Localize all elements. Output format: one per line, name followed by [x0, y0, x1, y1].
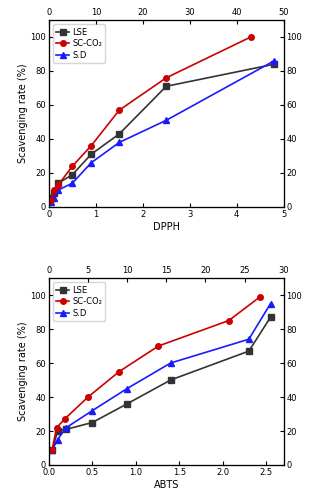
- SC-CO₂: [249, 34, 253, 40]
- Line: SC-CO₂: SC-CO₂: [49, 294, 263, 452]
- SC-CO₂: [56, 182, 60, 188]
- Legend: LSE, SC-CO₂, S.D: LSE, SC-CO₂, S.D: [53, 282, 105, 321]
- LSE: [64, 426, 68, 432]
- LSE: [269, 314, 273, 320]
- X-axis label: ABTS: ABTS: [154, 480, 179, 490]
- Line: SC-CO₂: SC-CO₂: [49, 34, 254, 203]
- S.D: [272, 58, 276, 64]
- LSE: [272, 61, 276, 67]
- LSE: [52, 190, 55, 196]
- SC-CO₂: [164, 75, 168, 81]
- SC-CO₂: [258, 294, 262, 300]
- S.D: [70, 180, 74, 186]
- SC-CO₂: [55, 424, 59, 430]
- LSE: [164, 84, 168, 89]
- S.D: [89, 160, 93, 166]
- LSE: [49, 196, 53, 202]
- S.D: [49, 199, 53, 205]
- S.D: [64, 424, 68, 430]
- Line: LSE: LSE: [50, 314, 274, 452]
- LSE: [56, 428, 60, 434]
- LSE: [117, 131, 121, 137]
- Line: LSE: LSE: [49, 62, 277, 202]
- LSE: [56, 180, 60, 186]
- LSE: [169, 377, 172, 383]
- LSE: [125, 401, 129, 407]
- SC-CO₂: [50, 446, 54, 452]
- SC-CO₂: [49, 197, 53, 203]
- Legend: LSE, SC-CO₂, S.D: LSE, SC-CO₂, S.D: [53, 24, 105, 63]
- Line: S.D: S.D: [50, 300, 274, 452]
- SC-CO₂: [89, 143, 93, 149]
- S.D: [164, 118, 168, 124]
- LSE: [90, 420, 94, 426]
- S.D: [51, 446, 54, 452]
- S.D: [269, 300, 273, 306]
- S.D: [56, 436, 60, 442]
- LSE: [247, 348, 251, 354]
- SC-CO₂: [63, 416, 67, 422]
- Line: S.D: S.D: [49, 58, 277, 204]
- S.D: [125, 386, 129, 392]
- Y-axis label: Scavenging rate (%): Scavenging rate (%): [18, 322, 28, 422]
- Y-axis label: Scavenging rate (%): Scavenging rate (%): [18, 64, 28, 164]
- S.D: [90, 408, 94, 414]
- S.D: [247, 336, 251, 342]
- SC-CO₂: [86, 394, 90, 400]
- X-axis label: DPPH: DPPH: [153, 222, 180, 232]
- S.D: [56, 187, 60, 193]
- LSE: [70, 172, 74, 177]
- SC-CO₂: [70, 163, 74, 169]
- SC-CO₂: [117, 368, 121, 374]
- SC-CO₂: [117, 107, 121, 113]
- S.D: [52, 196, 55, 202]
- SC-CO₂: [52, 187, 55, 193]
- SC-CO₂: [227, 318, 231, 324]
- LSE: [51, 446, 54, 452]
- S.D: [169, 360, 172, 366]
- LSE: [89, 152, 93, 158]
- SC-CO₂: [156, 343, 160, 349]
- S.D: [117, 140, 121, 145]
